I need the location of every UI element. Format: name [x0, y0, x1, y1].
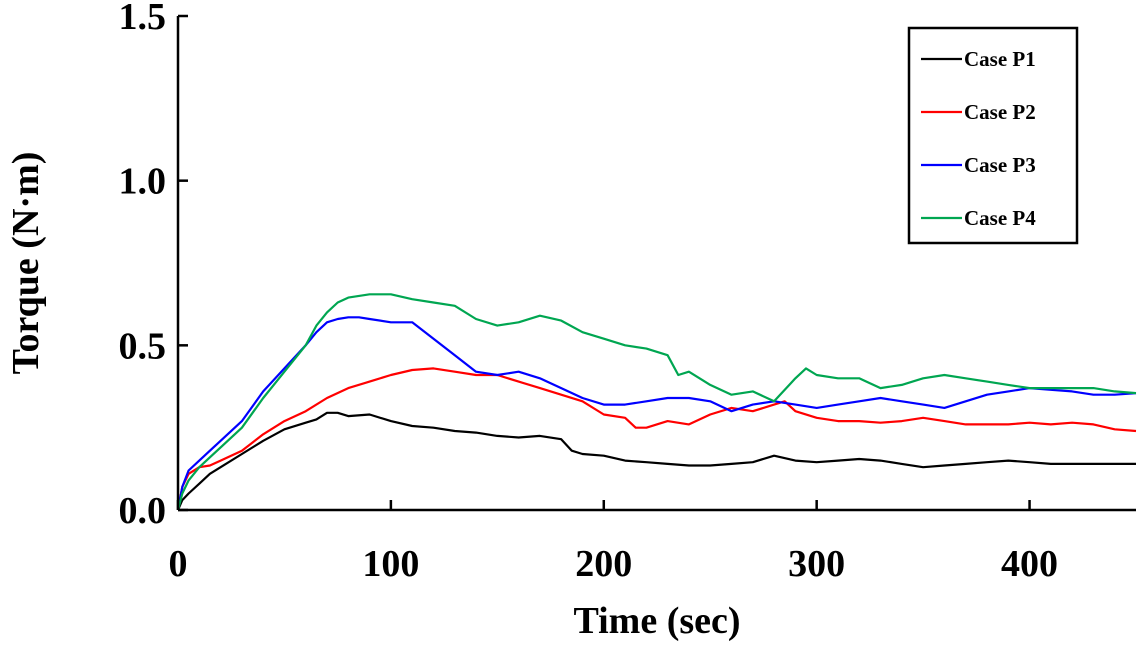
- x-tick-label: 400: [1001, 543, 1058, 585]
- series-lines: [176, 293, 1137, 511]
- series-line-p3: [176, 316, 1137, 511]
- x-tick-label: 0: [169, 543, 188, 585]
- x-axis-title: Time (sec): [573, 600, 740, 642]
- y-tick-label: 0.5: [119, 325, 167, 367]
- x-tick-label: 200: [575, 543, 632, 585]
- x-tick-label: 300: [788, 543, 845, 585]
- series-line-p4: [176, 293, 1137, 511]
- legend-label-p2: Case P2: [964, 100, 1036, 124]
- series-line-p1: [176, 411, 1136, 511]
- y-axis-title: Torque (N·m): [5, 152, 47, 375]
- y-tick-label: 0.0: [119, 490, 167, 532]
- y-axis: 0.0 0.5 1.0 1.5: [119, 0, 188, 532]
- series-line-p2: [176, 367, 1137, 511]
- legend-box: [907, 26, 1079, 245]
- legend-label-p1: Case P1: [964, 47, 1036, 71]
- legend: Case P1 Case P2 Case P3 Case P4: [907, 26, 1079, 245]
- legend-label-p3: Case P3: [964, 153, 1036, 177]
- legend-label-p4: Case P4: [964, 206, 1036, 230]
- x-tick-label: 100: [362, 543, 419, 585]
- y-tick-label: 1.5: [119, 0, 167, 38]
- y-tick-label: 1.0: [119, 161, 167, 203]
- x-axis: 0 100 200 300 400: [169, 500, 1058, 585]
